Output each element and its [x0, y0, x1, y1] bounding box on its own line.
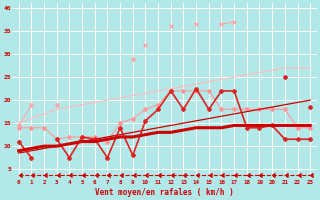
X-axis label: Vent moyen/en rafales ( km/h ): Vent moyen/en rafales ( km/h ) [95, 188, 234, 197]
